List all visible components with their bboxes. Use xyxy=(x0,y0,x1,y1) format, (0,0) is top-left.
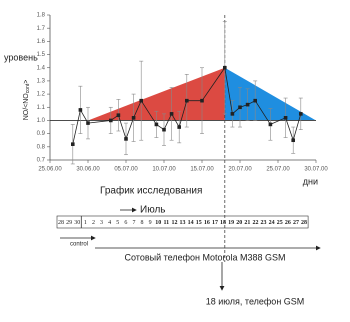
point xyxy=(154,122,159,127)
timeline-day: 15 xyxy=(196,220,202,226)
x-tick-label: 20.07.00 xyxy=(228,167,252,173)
point xyxy=(253,98,257,103)
timeline-day: 7 xyxy=(132,220,135,226)
event-label: 18 июля, телефон GSM xyxy=(206,296,305,306)
timeline-day: 28 xyxy=(301,220,307,226)
y-label-main: NO/<NO xyxy=(23,93,30,121)
timeline-day: 22 xyxy=(252,220,258,226)
y-label-formula: NO/<NOcont> xyxy=(23,80,31,121)
point xyxy=(185,98,189,103)
point xyxy=(200,98,204,103)
timeline-day: 28 xyxy=(58,220,64,226)
x-tick-label: 25.06.00 xyxy=(38,167,62,173)
timeline-day: 24 xyxy=(269,220,275,226)
y-tick-label: 1.7 xyxy=(37,26,46,32)
y-tick-label: 1.5 xyxy=(37,52,46,58)
y-tick-label: 0.9 xyxy=(37,131,46,137)
x-tick-label: 30.06.00 xyxy=(76,167,100,173)
y-tick-label: 1.3 xyxy=(37,78,46,84)
timeline-box xyxy=(56,215,309,229)
point xyxy=(109,118,113,123)
y-tick-label: 0.7 xyxy=(37,158,46,164)
point xyxy=(71,142,75,146)
x-label: дни xyxy=(303,176,318,186)
point xyxy=(78,108,83,112)
exposure-label: Сотовый телефон Motorola M388 GSM xyxy=(124,252,285,262)
timeline-day: 23 xyxy=(261,220,267,226)
point xyxy=(299,112,303,116)
x-tick-label: 30.07.00 xyxy=(304,167,328,173)
timeline-title: График исследования xyxy=(100,185,202,197)
y-label: уровень xyxy=(4,52,38,62)
y-tick-label: 1.4 xyxy=(37,65,46,71)
point xyxy=(283,116,288,120)
point xyxy=(131,116,136,120)
point xyxy=(86,121,90,125)
point xyxy=(223,65,227,70)
point xyxy=(268,122,273,127)
point xyxy=(116,113,121,117)
y-tick-label: 0.8 xyxy=(37,144,46,150)
timeline-day: 19 xyxy=(228,220,234,226)
timeline-day: 14 xyxy=(188,220,194,226)
point xyxy=(162,127,166,132)
timeline-day: 27 xyxy=(293,220,299,226)
timeline-day: 17 xyxy=(212,220,218,226)
timeline-day: 11 xyxy=(164,220,170,226)
timeline-day: 5 xyxy=(116,220,119,226)
timeline-day: 10 xyxy=(155,220,161,226)
timeline-day: 13 xyxy=(180,220,186,226)
trend-area xyxy=(88,67,225,121)
timeline-day: 20 xyxy=(236,220,242,226)
y-tick-label: 1.0 xyxy=(37,118,46,124)
point xyxy=(230,112,235,116)
timeline-day: 26 xyxy=(285,220,291,226)
x-tick-label: 05.07.00 xyxy=(114,167,138,173)
timeline-day: 18 xyxy=(220,220,226,226)
control-label: control xyxy=(70,242,88,248)
y-tick-label: 1.1 xyxy=(37,105,46,111)
point xyxy=(238,105,242,110)
timeline-day: 3 xyxy=(100,220,103,226)
point xyxy=(291,138,295,143)
y-label-end: > xyxy=(23,80,30,84)
y-tick-label: 1.8 xyxy=(37,13,46,19)
point xyxy=(139,98,143,103)
timeline-day: 16 xyxy=(204,220,210,226)
month-label: Июль xyxy=(140,205,166,216)
timeline-day: 12 xyxy=(171,220,177,226)
point xyxy=(245,102,250,107)
y-tick-label: 1.6 xyxy=(37,39,46,45)
point xyxy=(177,125,181,129)
y-label-sub: cont xyxy=(25,83,31,93)
timeline-day: 29 xyxy=(66,220,72,226)
timeline-day: 6 xyxy=(124,220,127,226)
x-tick-label: 15.07.00 xyxy=(190,167,214,173)
x-tick-label: 25.07.00 xyxy=(266,167,290,173)
timeline-day: 25 xyxy=(277,220,283,226)
point xyxy=(169,112,174,116)
timeline-day: 8 xyxy=(141,220,144,226)
timeline-day: 30 xyxy=(74,220,80,226)
timeline-day: 4 xyxy=(108,220,111,226)
timeline-day: 21 xyxy=(244,220,250,226)
x-tick-label: 10.07.00 xyxy=(152,167,176,173)
point xyxy=(124,137,128,141)
timeline-day: 9 xyxy=(149,220,152,226)
timeline-day: 1 xyxy=(84,220,87,226)
timeline-day: 2 xyxy=(92,220,95,226)
y-tick-label: 1.2 xyxy=(37,92,46,98)
